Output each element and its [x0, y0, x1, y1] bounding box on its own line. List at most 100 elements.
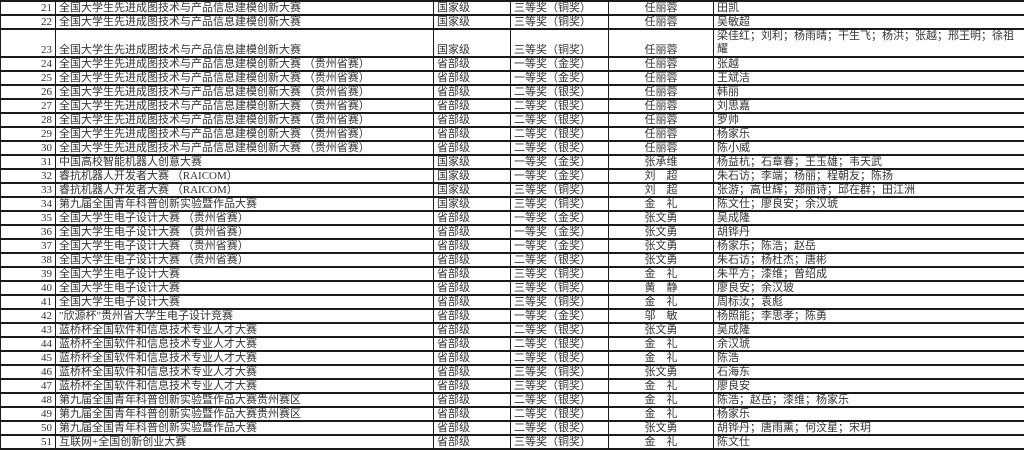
cell-award-grade: 三等奖（铜奖）	[511, 29, 609, 57]
table-row: 51 互联网+全国创新创业大赛 省部级 三等奖（铜奖） 金 礼 陈文仕	[1, 435, 1024, 449]
cell-award-grade: 一等奖（金奖）	[511, 57, 609, 71]
table-row: 30 全国大学生先进成图技术与产品信息建模创新大赛 （贵州省赛） 省部级 二等奖…	[1, 141, 1024, 155]
cell-award-grade: 三等奖（铜奖）	[511, 379, 609, 393]
cell-competition-name: 全国大学生先进成图技术与产品信息建模创新大赛 （贵州省赛）	[56, 99, 434, 113]
cell-advisor-name: 金 礼	[609, 435, 714, 449]
cell-award-grade: 三等奖（铜奖）	[511, 1, 609, 15]
cell-competition-level: 省部级	[434, 57, 511, 71]
cell-row-number: 36	[1, 225, 56, 239]
cell-award-grade: 二等奖（银奖）	[511, 323, 609, 337]
table-row: 50 第九届全国青年科普创新实验暨作品大赛 省部级 二等奖（银奖） 张文勇 胡铧…	[1, 421, 1024, 435]
cell-advisor-name: 张文勇	[609, 365, 714, 379]
cell-advisor-name: 金 礼	[609, 351, 714, 365]
cell-advisor-name: 金 礼	[609, 379, 714, 393]
cell-student-names: 陈文仕	[714, 435, 1024, 449]
cell-row-number: 49	[1, 407, 56, 421]
cell-advisor-name: 任丽蓉	[609, 113, 714, 127]
cell-student-names: 廖良安	[714, 379, 1024, 393]
table-row: 46 蓝桥杯全国软件和信息技术专业人才大赛 省部级 三等奖（铜奖） 张文勇 石海…	[1, 365, 1024, 379]
cell-competition-name: 全国大学生电子设计大赛 （贵州省赛）	[56, 253, 434, 267]
cell-competition-name: 全国大学生先进成图技术与产品信息建模创新大赛 （贵州省赛）	[56, 71, 434, 85]
cell-competition-level: 省部级	[434, 407, 511, 421]
table-row: 39 全国大学生电子设计大赛 省部级 三等奖（铜奖） 金 礼 朱平方；漆维；曾绍…	[1, 267, 1024, 281]
cell-award-grade: 三等奖（铜奖）	[511, 295, 609, 309]
cell-award-grade: 三等奖（铜奖）	[511, 183, 609, 197]
cell-student-names: 杨家乐	[714, 407, 1024, 421]
cell-student-names: 梁佳红；刘利；杨雨晴；干生飞；杨洪；张越；邢王明；徐祖耀	[714, 29, 1024, 57]
cell-student-names: 陈文仕；廖良安；余汉琥	[714, 197, 1024, 211]
cell-advisor-name: 张承维	[609, 155, 714, 169]
cell-competition-name: 第九届全国青年科普创新实验暨作品大赛	[56, 421, 434, 435]
table-row: 48 第九届全国青年科普创新实验暨作品大赛贵州赛区 省部级 二等奖（银奖） 金 …	[1, 393, 1024, 407]
cell-competition-level: 省部级	[434, 99, 511, 113]
cell-competition-level: 省部级	[434, 421, 511, 435]
cell-award-grade: 一等奖（金奖）	[511, 225, 609, 239]
cell-competition-name: 蓝桥杯全国软件和信息技术专业人才大赛	[56, 365, 434, 379]
cell-row-number: 48	[1, 393, 56, 407]
cell-row-number: 28	[1, 113, 56, 127]
cell-competition-name: 第九届全国青年科普创新实验暨作品大赛	[56, 197, 434, 211]
cell-award-grade: 三等奖（铜奖）	[511, 15, 609, 29]
cell-student-names: 吴成隆	[714, 323, 1024, 337]
cell-competition-level: 省部级	[434, 295, 511, 309]
cell-competition-level: 省部级	[434, 393, 511, 407]
cell-competition-level: 省部级	[434, 225, 511, 239]
cell-advisor-name: 刘 超	[609, 183, 714, 197]
table-row: 32 睿抗机器人开发者大赛 （RAICOM） 国家级 一等奖（金奖） 刘 超 朱…	[1, 169, 1024, 183]
cell-competition-name: 睿抗机器人开发者大赛 （RAICOM）	[56, 183, 434, 197]
cell-student-names: 张越	[714, 57, 1024, 71]
cell-award-grade: 二等奖（银奖）	[511, 99, 609, 113]
cell-row-number: 22	[1, 15, 56, 29]
table-row: 41 全国大学生电子设计大赛 省部级 三等奖（铜奖） 金 礼 周标汝；袁彪	[1, 295, 1024, 309]
cell-competition-name: 全国大学生先进成图技术与产品信息建模创新大赛 （贵州省赛）	[56, 85, 434, 99]
cell-row-number: 44	[1, 337, 56, 351]
cell-award-grade: 三等奖（铜奖）	[511, 197, 609, 211]
cell-row-number: 43	[1, 323, 56, 337]
cell-advisor-name: 金 礼	[609, 267, 714, 281]
cell-competition-level: 国家级	[434, 15, 511, 29]
cell-competition-level: 省部级	[434, 379, 511, 393]
cell-row-number: 30	[1, 141, 56, 155]
cell-competition-name: 全国大学生先进成图技术与产品信息建模创新大赛	[56, 1, 434, 15]
cell-row-number: 46	[1, 365, 56, 379]
table-row: 36 全国大学生电子设计大赛 （贵州省赛） 省部级 一等奖（金奖） 张文勇 胡铧…	[1, 225, 1024, 239]
cell-competition-name: 全国大学生电子设计大赛	[56, 281, 434, 295]
cell-competition-level: 省部级	[434, 113, 511, 127]
cell-advisor-name: 任丽蓉	[609, 127, 714, 141]
cell-award-grade: 二等奖（银奖）	[511, 407, 609, 421]
cell-award-grade: 三等奖（铜奖）	[511, 267, 609, 281]
cell-competition-name: 全国大学生电子设计大赛	[56, 267, 434, 281]
cell-student-names: 陈浩	[714, 351, 1024, 365]
table-row: 45 蓝桥杯全国软件和信息技术专业人才大赛 省部级 二等奖（银奖） 金 礼 陈浩	[1, 351, 1024, 365]
cell-competition-name: 蓝桥杯全国软件和信息技术专业人才大赛	[56, 337, 434, 351]
cell-row-number: 24	[1, 57, 56, 71]
cell-row-number: 35	[1, 211, 56, 225]
table-row: 42 "欣源杯"贵州省大学生电子设计竞赛 省部级 一等奖（金奖） 邬 敏 杨照能…	[1, 309, 1024, 323]
cell-row-number: 29	[1, 127, 56, 141]
cell-student-names: 胡铧丹	[714, 225, 1024, 239]
cell-award-grade: 二等奖（银奖）	[511, 351, 609, 365]
cell-competition-name: 全国大学生电子设计大赛 （贵州省赛）	[56, 225, 434, 239]
table-row: 21 全国大学生先进成图技术与产品信息建模创新大赛 国家级 三等奖（铜奖） 任丽…	[1, 1, 1024, 15]
cell-award-grade: 二等奖（银奖）	[511, 253, 609, 267]
cell-award-grade: 一等奖（金奖）	[511, 71, 609, 85]
cell-competition-level: 省部级	[434, 435, 511, 449]
cell-competition-name: 全国大学生电子设计大赛 （贵州省赛）	[56, 239, 434, 253]
cell-student-names: 吴敏超	[714, 15, 1024, 29]
cell-advisor-name: 黄 静	[609, 281, 714, 295]
table-row: 40 全国大学生电子设计大赛 省部级 三等奖（铜奖） 黄 静 廖良安；余汉玻	[1, 281, 1024, 295]
cell-competition-level: 省部级	[434, 71, 511, 85]
cell-award-grade: 二等奖（银奖）	[511, 421, 609, 435]
cell-competition-name: 互联网+全国创新创业大赛	[56, 435, 434, 449]
cell-row-number: 51	[1, 435, 56, 449]
table-row: 35 全国大学生电子设计大赛 （贵州省赛） 省部级 一等奖（金奖） 张文勇 吴成…	[1, 211, 1024, 225]
cell-advisor-name: 刘 超	[609, 169, 714, 183]
cell-competition-level: 国家级	[434, 197, 511, 211]
cell-row-number: 39	[1, 267, 56, 281]
cell-student-names: 杨家乐；陈浩；赵岳	[714, 239, 1024, 253]
cell-award-grade: 一等奖（金奖）	[511, 169, 609, 183]
cell-competition-level: 省部级	[434, 211, 511, 225]
cell-student-names: 朱石访；杨杜杰；唐彬	[714, 253, 1024, 267]
cell-row-number: 26	[1, 85, 56, 99]
